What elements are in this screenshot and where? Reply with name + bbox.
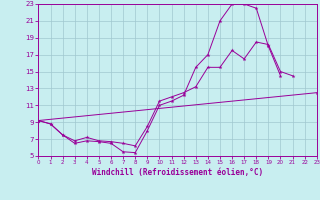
X-axis label: Windchill (Refroidissement éolien,°C): Windchill (Refroidissement éolien,°C): [92, 168, 263, 177]
